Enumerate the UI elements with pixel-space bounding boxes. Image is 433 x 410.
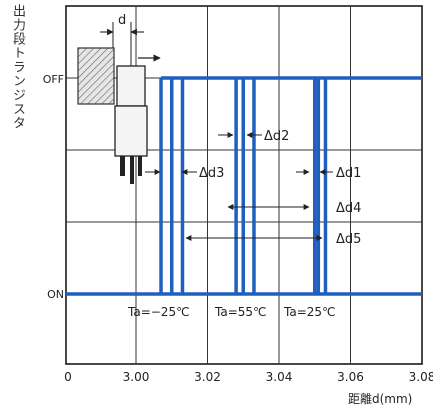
y-state-on: ON	[47, 288, 64, 301]
dd3-label: Δd3	[199, 166, 224, 181]
dd5-label: Δd5	[336, 232, 361, 247]
series-lines	[66, 76, 422, 296]
sensor-lead	[138, 156, 142, 176]
dimension-arrows	[145, 132, 333, 241]
sensor-illustration	[77, 22, 161, 184]
sensor-lead	[120, 156, 125, 176]
series-label-55: Ta=55℃	[214, 305, 267, 319]
dd2-label: Δd2	[264, 129, 289, 144]
x-axis-ticks: 0 3.00 3.02 3.04 3.06 3.08	[64, 370, 433, 384]
dd1-label: Δd1	[336, 166, 361, 181]
dd4-label: Δd4	[336, 201, 361, 216]
sensor-head	[116, 65, 146, 107]
x-tick-label: 3.04	[266, 370, 293, 384]
x-tick-label: 0	[64, 370, 72, 384]
series-label-minus25: Ta=−25℃	[127, 305, 190, 319]
y-axis-label: 出力段トランジスタ	[10, 4, 25, 130]
x-tick-label: 3.00	[123, 370, 150, 384]
y-state-off: OFF	[43, 73, 64, 86]
series-label-25: Ta=25℃	[283, 305, 336, 319]
sensor-lead	[130, 156, 134, 184]
target-block	[77, 47, 115, 105]
x-tick-label: 3.02	[194, 370, 221, 384]
d-label: d	[118, 13, 126, 28]
sensor-body	[114, 105, 148, 157]
x-axis-label: 距離d(mm)	[348, 392, 412, 406]
x-tick-label: 3.06	[337, 370, 364, 384]
x-tick-label: 3.08	[409, 370, 433, 384]
